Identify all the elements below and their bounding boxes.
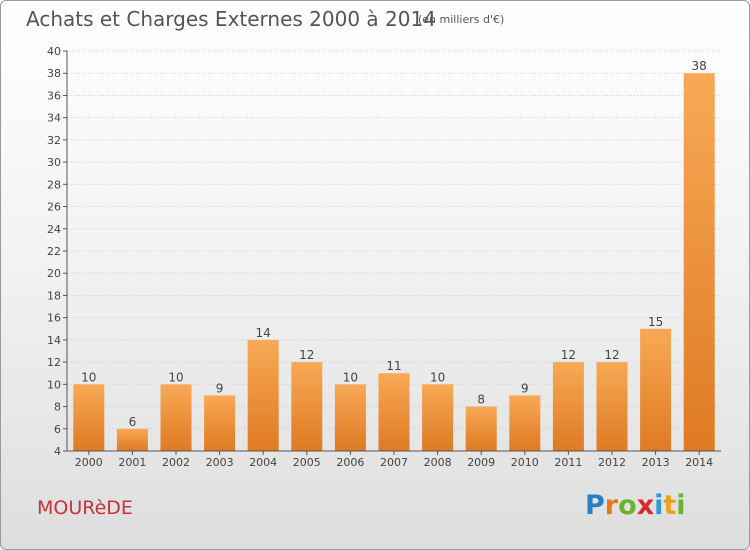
y-tick-label: 18 [47,289,61,302]
data-label: 14 [256,326,271,340]
x-tick-label: 2008 [424,456,452,469]
bar [422,384,454,451]
data-label: 38 [692,59,707,73]
x-tick-label: 2003 [206,456,234,469]
data-label: 12 [561,348,576,362]
bar [291,362,323,451]
y-tick-label: 26 [47,201,61,214]
y-tick-label: 40 [47,45,61,58]
x-tick-label: 2001 [118,456,146,469]
bar [160,384,192,451]
commune-name: MOURèDE [37,497,133,519]
bar [640,328,672,451]
logo-letter: i [676,490,686,521]
x-tick-label: 2000 [75,456,103,469]
logo-letter: r [604,490,619,521]
x-tick-label: 2009 [467,456,495,469]
chart-title: Achats et Charges Externes 2000 à 2014 [26,7,436,31]
logo-letter: x [636,490,655,521]
bar [204,395,236,451]
data-label: 10 [430,370,445,384]
bar [509,395,541,451]
y-tick-label: 20 [47,267,61,280]
y-tick-label: 14 [47,334,61,347]
data-label: 11 [386,359,401,373]
x-tick-label: 2004 [249,456,277,469]
y-tick-label: 4 [54,445,61,458]
x-tick-label: 2002 [162,456,190,469]
data-label: 12 [604,348,619,362]
y-tick-label: 24 [47,223,61,236]
logo-letter: t [663,490,677,521]
y-tick-label: 16 [47,312,61,325]
bar [116,428,148,451]
bar [334,384,366,451]
bar [378,373,410,451]
y-tick-label: 12 [47,356,61,369]
data-label: 10 [343,370,358,384]
bar [596,362,628,451]
y-tick-label: 8 [54,401,61,414]
logo-letter: P [585,490,605,521]
data-label: 10 [81,370,96,384]
x-tick-label: 2006 [336,456,364,469]
logo-letter: i [654,490,664,521]
y-tick-label: 28 [47,178,61,191]
data-label: 9 [216,381,224,395]
x-tick-label: 2011 [554,456,582,469]
bar [465,406,497,451]
data-label: 10 [168,370,183,384]
y-tick-label: 6 [54,423,61,436]
data-label: 9 [521,381,529,395]
bar [552,362,584,451]
chart-unit: (en milliers d'€) [418,13,505,26]
x-tick-label: 2005 [293,456,321,469]
logo-letter: o [618,490,637,521]
y-tick-label: 32 [47,134,61,147]
proxiti-logo: Proxiti [585,490,686,521]
data-label: 12 [299,348,314,362]
y-tick-label: 30 [47,156,61,169]
bar [247,339,279,451]
y-tick-label: 34 [47,112,61,125]
y-tick-label: 38 [47,67,61,80]
data-label: 8 [477,393,485,407]
x-tick-label: 2014 [685,456,713,469]
x-tick-label: 2007 [380,456,408,469]
x-tick-label: 2012 [598,456,626,469]
y-tick-label: 22 [47,245,61,258]
bar [683,73,715,451]
bar [73,384,105,451]
data-label: 15 [648,315,663,329]
x-tick-label: 2010 [511,456,539,469]
y-tick-label: 36 [47,89,61,102]
x-tick-label: 2013 [642,456,670,469]
y-tick-label: 10 [47,378,61,391]
data-label: 6 [129,415,137,429]
